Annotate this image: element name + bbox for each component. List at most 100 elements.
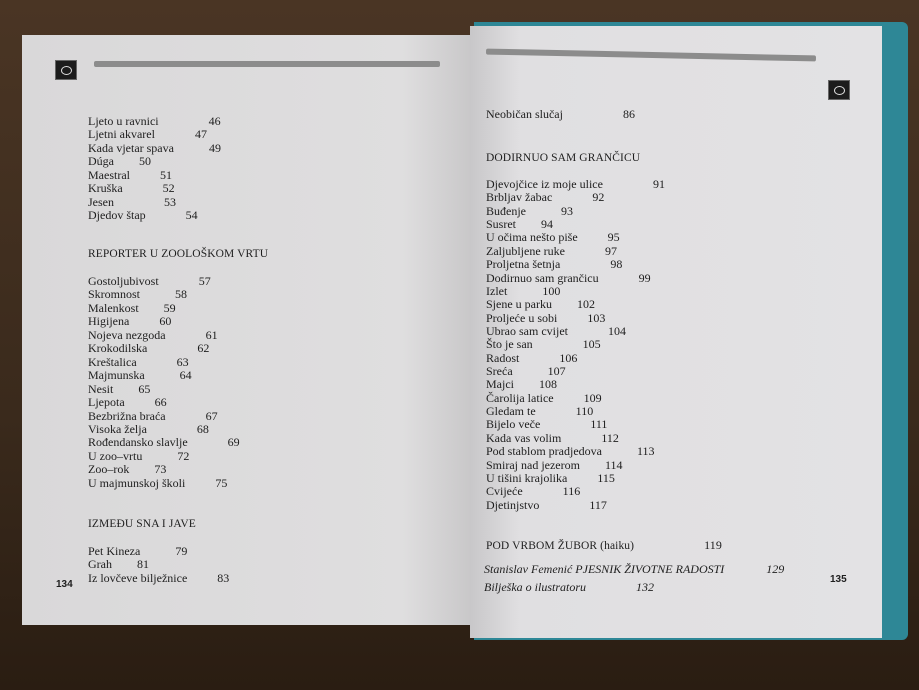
entry-title: Ubrao sam cvijet — [486, 323, 568, 338]
entry-page: 61 — [205, 327, 218, 342]
toc-entry: Zoo–rok 73 — [88, 463, 166, 476]
entry-page: 63 — [176, 354, 189, 369]
entry-page: 62 — [197, 341, 210, 356]
toc-entry: Gledam te 110 — [486, 405, 593, 418]
entry-title: Ljeto u ravnici — [88, 114, 159, 128]
entry-title: Djevojčice iz moje ulice — [486, 177, 603, 191]
toc-entry: U očima nešto piše 95 — [486, 231, 620, 244]
entry-page: 112 — [601, 430, 619, 445]
entry-page: 53 — [164, 194, 176, 209]
toc-entry: Pod stablom pradjedova 113 — [486, 445, 655, 458]
entry-title: Rođendansko slavlje — [88, 435, 188, 450]
entry-page: 83 — [217, 570, 230, 585]
toc-entry: U tišini krajolika 115 — [486, 471, 615, 485]
toc-entry: Malenkost 59 — [88, 301, 176, 315]
entry-page: 106 — [559, 350, 578, 365]
entry-title: Pod stablom pradjedova — [486, 444, 602, 459]
entry-title: Nojeva nezgoda — [88, 327, 166, 342]
entry-title: Brbljav žabac — [486, 190, 553, 205]
entry-page: 50 — [139, 154, 151, 169]
entry-page: 46 — [208, 114, 221, 128]
section-heading: REPORTER U ZOOLOŠKOM VRTU — [88, 248, 269, 260]
toc-entry: Nojeva nezgoda 61 — [88, 327, 218, 342]
entry-page: 102 — [576, 297, 595, 312]
entry-title: Skromnost — [88, 287, 141, 302]
entry-page: 97 — [604, 243, 617, 258]
toc-entry: Skromnost 58 — [88, 288, 187, 301]
page-number: 135 — [830, 574, 847, 585]
entry-page: 60 — [159, 314, 172, 329]
entry-title: Jesen — [88, 194, 114, 209]
toc-entry: Higijena 60 — [88, 315, 171, 328]
entry-page: 113 — [636, 444, 655, 459]
entry-title: Higijena — [88, 314, 130, 329]
toc-entry: Gostoljubivost 57 — [88, 275, 211, 288]
section-heading: DODIRNUO SAM GRANČICU — [486, 152, 641, 164]
toc-entry: Maestral 51 — [88, 167, 172, 182]
toc-entry: Kada vjetar spava 49 — [88, 141, 221, 155]
toc-entry: Čarolija latice 109 — [486, 391, 602, 405]
toc-entry: Sjene u parku 102 — [486, 298, 595, 311]
entry-page: 119 — [704, 538, 722, 552]
entry-title: POD VRBOM ŽUBOR (haiku) — [486, 540, 635, 552]
toc-entry: Izlet 100 — [486, 283, 560, 298]
entry-page: 79 — [175, 544, 188, 558]
toc-entry: Bezbrižna braća 67 — [88, 408, 218, 423]
entry-page: 65 — [138, 381, 151, 396]
entry-page: 51 — [159, 167, 172, 182]
entry-title: Gledam te — [486, 404, 536, 419]
entry-page: 94 — [541, 217, 553, 232]
toc-entry: Krokodilska 62 — [88, 342, 209, 355]
entry-title: Izlet — [486, 283, 508, 298]
toc-entry: Neobičan slučaj 86 — [486, 108, 635, 121]
entry-page: 67 — [205, 408, 218, 423]
entry-page: 117 — [589, 497, 607, 512]
entry-page: 111 — [590, 417, 608, 432]
toc-entry: Jesen 53 — [88, 194, 176, 209]
entry-title: Djedov štap — [88, 208, 146, 223]
toc-entry: Ubrao sam cvijet 104 — [486, 323, 626, 338]
entry-title: Gostoljubivost — [88, 274, 159, 288]
toc-entry: Cvijeće 116 — [486, 485, 580, 498]
publisher-logo — [828, 80, 850, 100]
entry-title: Zaljubljene ruke — [486, 243, 565, 258]
toc-entry: Dodirnuo sam grančicu 99 — [486, 270, 651, 285]
entry-title: Majci — [486, 377, 514, 392]
entry-title: Kada vas volim — [486, 430, 562, 445]
toc-entry: Bijelo veče 111 — [486, 418, 607, 431]
entry-title: Stanislav Femenić PJESNIK ŽIVOTNE RADOST… — [484, 562, 725, 576]
page-number: 134 — [56, 579, 73, 590]
entry-page: 64 — [179, 368, 192, 383]
toc-entry: Djevojčice iz moje ulice 91 — [486, 178, 665, 191]
entry-title: Cvijeće — [486, 484, 523, 499]
entry-page: 69 — [227, 435, 240, 450]
toc-entry: Smiraj nad jezerom 114 — [486, 458, 623, 472]
entry-page: 86 — [622, 107, 635, 121]
entry-title: Proljeće u sobi — [486, 310, 558, 325]
toc-entry: Bilješka o ilustratoru 132 — [484, 581, 654, 594]
entry-page: 58 — [175, 287, 188, 302]
entry-page: 104 — [607, 323, 626, 338]
toc-entry: U majmunskoj školi 75 — [88, 476, 227, 490]
toc-entry: Radost 106 — [486, 350, 578, 365]
entry-page: 72 — [177, 448, 190, 463]
toc-entry: Proljeće u sobi 103 — [486, 310, 605, 325]
entry-title: Buđenje — [486, 203, 526, 218]
entry-title: Djetinjstvo — [486, 497, 540, 512]
entry-title: Što je san — [486, 337, 533, 352]
section-heading: POD VRBOM ŽUBOR (haiku) 119 — [486, 538, 722, 553]
entry-title: Dodirnuo sam grančicu — [486, 270, 599, 285]
toc-entry: Majci 108 — [486, 378, 557, 391]
entry-title: Iz lovčeve bilježnice — [88, 570, 188, 585]
entry-title: U zoo–vrtu — [88, 448, 143, 463]
entry-page: 95 — [607, 230, 620, 245]
entry-title: U očima nešto piše — [486, 230, 578, 245]
entry-title: Visoka želja — [88, 421, 147, 436]
toc-entry: Dúga 50 — [88, 155, 151, 168]
entry-title: Neobičan slučaj — [486, 107, 563, 121]
entry-page: 105 — [582, 337, 601, 352]
toc-entry: Grah 81 — [88, 558, 149, 571]
entry-page: 107 — [547, 364, 566, 379]
publisher-logo — [55, 60, 77, 80]
entry-page: 108 — [539, 377, 557, 392]
